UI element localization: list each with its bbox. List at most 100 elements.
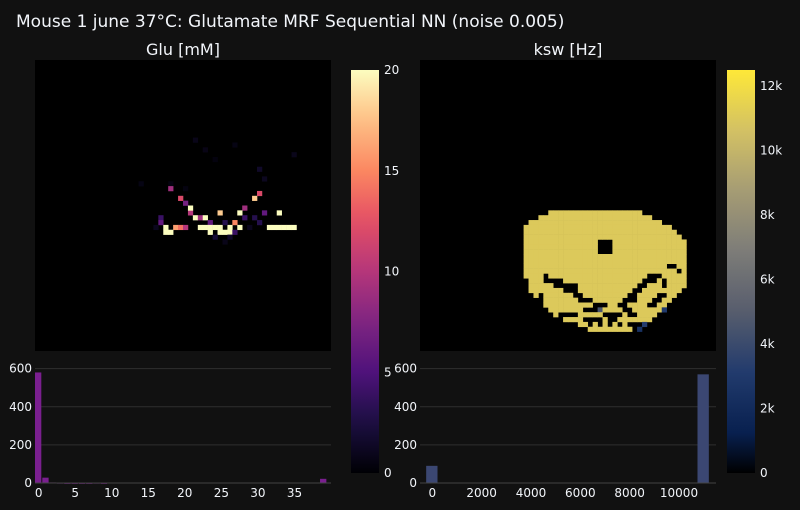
- heatmap-cell: [553, 244, 559, 250]
- heatmap-cell: [661, 302, 667, 308]
- heatmap-cell: [646, 263, 653, 269]
- heatmap-cell: [661, 229, 667, 235]
- heatmap-cell: [646, 292, 653, 298]
- heatmap-cell: [637, 220, 643, 226]
- colorbar-tick-label: 0: [760, 466, 768, 480]
- heatmap-cell: [597, 220, 603, 226]
- histogram-bar[interactable]: [35, 372, 42, 483]
- heatmap-cell: [597, 287, 603, 294]
- histogram-x-tick-label: 4000: [516, 486, 547, 500]
- heatmap-cell: [592, 258, 598, 264]
- histogram-y-tick-label: 200: [9, 438, 32, 452]
- heatmap-cell: [558, 258, 564, 264]
- heatmap-cell: [222, 220, 228, 226]
- heatmap-cell: [632, 215, 638, 221]
- heatmap-cell: [568, 317, 574, 323]
- heatmap-cell: [622, 317, 628, 323]
- heatmap-cell: [587, 312, 593, 318]
- heatmap-cell: [651, 258, 658, 264]
- heatmap-cell: [572, 215, 579, 221]
- heatmap-cell: [572, 239, 579, 245]
- heatmap-cell: [661, 234, 667, 240]
- histogram-bar[interactable]: [697, 374, 709, 483]
- heatmap-cell: [533, 278, 539, 284]
- heatmap-cell: [646, 307, 653, 313]
- heatmap-cell: [602, 268, 608, 274]
- heatmap-cell: [592, 224, 598, 231]
- heatmap-cell: [651, 292, 658, 298]
- histogram-y-tick-label: 0: [409, 476, 417, 490]
- heatmap-cell: [568, 220, 574, 226]
- heatmap-cell: [592, 263, 598, 269]
- glu-heatmap[interactable]: [35, 60, 331, 351]
- ksw-heatmap[interactable]: [420, 60, 716, 351]
- heatmap-cell: [632, 224, 638, 231]
- heatmap-cell: [523, 244, 529, 250]
- heatmap-cell: [602, 297, 608, 303]
- heatmap-cell: [656, 278, 663, 284]
- colorbar-tick-label: 20: [384, 63, 399, 77]
- heatmap-cell: [257, 220, 263, 226]
- heatmap-cell: [548, 224, 554, 231]
- heatmap-cell: [582, 283, 589, 289]
- heatmap-cell: [548, 229, 554, 235]
- heatmap-cell: [592, 229, 598, 235]
- histogram-bar[interactable]: [42, 477, 49, 483]
- heatmap-cell: [543, 263, 549, 269]
- heatmap-cell: [651, 263, 658, 269]
- heatmap-cell: [533, 239, 539, 245]
- heatmap-cell: [656, 234, 663, 240]
- heatmap-cell: [563, 263, 569, 269]
- heatmap-cell: [523, 249, 529, 255]
- heatmap-cell: [656, 239, 663, 245]
- heatmap-cell: [563, 292, 569, 298]
- heatmap-cell: [681, 283, 687, 289]
- heatmap-cell: [227, 224, 233, 231]
- heatmap-cell: [528, 258, 534, 264]
- colorbar-gradient: [727, 70, 755, 473]
- heatmap-cell: [587, 283, 593, 289]
- heatmap-cell: [548, 287, 554, 294]
- heatmap-cell: [671, 244, 677, 250]
- heatmap-cell: [553, 224, 559, 231]
- heatmap-cell: [577, 249, 584, 255]
- heatmap-cell: [543, 258, 549, 264]
- heatmap-cell: [627, 239, 633, 245]
- heatmap-cell: [568, 254, 574, 260]
- heatmap-cell: [563, 215, 569, 221]
- heatmap-cell: [607, 210, 613, 216]
- heatmap-cell: [577, 229, 584, 235]
- heatmap-cell: [612, 273, 618, 279]
- heatmap-cell: [212, 224, 218, 231]
- glu-histogram[interactable]: 0 200 400 600 0 5 10 15 20 25 30 35: [9, 362, 331, 500]
- heatmap-cell: [666, 239, 672, 245]
- heatmap-cell: [558, 254, 564, 260]
- heatmap-cell: [671, 292, 677, 298]
- heatmap-cell: [533, 292, 539, 298]
- heatmap-cell: [681, 239, 687, 245]
- heatmap-cell: [543, 297, 549, 303]
- heatmap-cell: [528, 224, 534, 231]
- heatmap-cell: [622, 215, 628, 221]
- heatmap-cell: [622, 287, 628, 294]
- heatmap-cell: [622, 210, 628, 216]
- heatmap-cell: [617, 292, 623, 298]
- heatmap-cell: [651, 229, 658, 235]
- heatmap-cell: [548, 263, 554, 269]
- histogram-bar[interactable]: [320, 478, 327, 483]
- heatmap-cell: [632, 317, 638, 323]
- histogram-y-tick-label: 0: [24, 476, 32, 490]
- histogram-x-tick-label: 25: [214, 486, 229, 500]
- colorbar-tick-label: 6k: [760, 273, 775, 287]
- heatmap-cell: [592, 234, 598, 240]
- heatmap-cell: [632, 220, 638, 226]
- heatmap-cell: [558, 287, 564, 294]
- heatmap-cell: [528, 220, 534, 226]
- heatmap-cell: [597, 312, 603, 318]
- heatmap-cell: [538, 254, 544, 260]
- heatmap-cell: [597, 210, 603, 216]
- histogram-bar[interactable]: [426, 465, 438, 483]
- heatmap-cell: [671, 268, 677, 274]
- heatmap-cell: [602, 278, 608, 284]
